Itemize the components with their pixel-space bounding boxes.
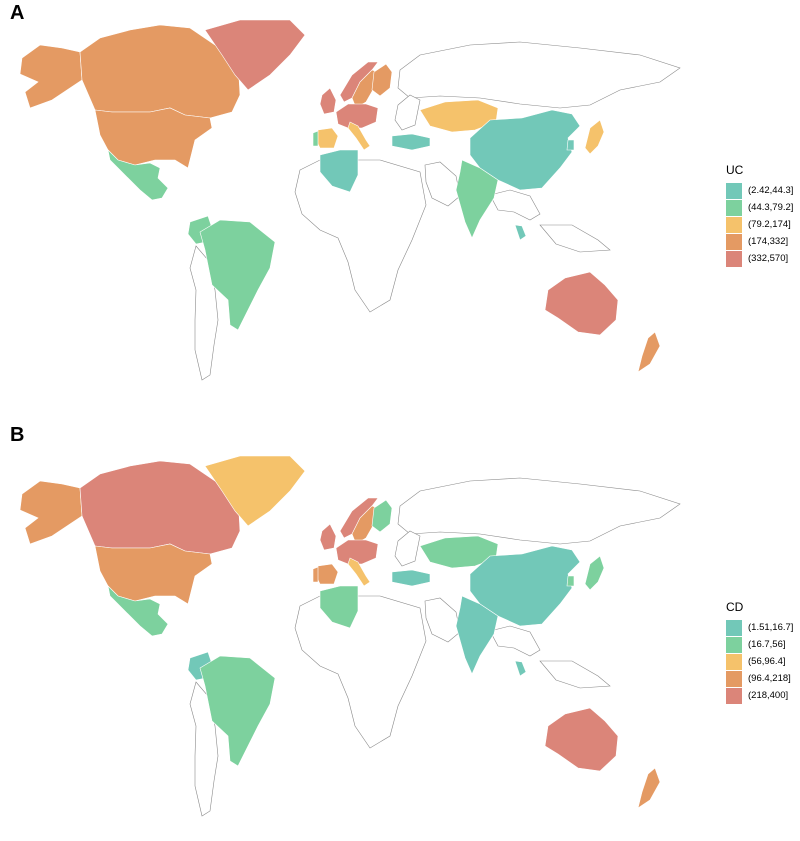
country-india: [455, 159, 499, 239]
country-malaysia: [514, 660, 527, 677]
country-portugal: [312, 566, 319, 583]
country-australia: [544, 271, 619, 336]
country-outline: [394, 530, 421, 567]
country-greenland: [204, 455, 306, 527]
country-south-korea: [566, 575, 575, 587]
country-brazil: [199, 655, 276, 767]
country-alaska: [19, 44, 83, 109]
country-finland: [371, 63, 393, 97]
legend-label: (96.4,218]: [748, 673, 791, 684]
legend-uc: UC (2.42,44.3] (44.3,79.2] (79.2,174] (174,…: [726, 163, 793, 267]
legend-item: (16.7,56]: [726, 636, 793, 653]
legend-swatch: [726, 182, 742, 199]
country-central-europe: [335, 539, 379, 565]
panel-b: B CD (1.51,16.7] (16.7,56] (56,96.4] (96.4,…: [0, 420, 800, 841]
legend-label: (1.51,16.7]: [748, 622, 794, 633]
legend-label: (16.7,56]: [748, 639, 786, 650]
legend-swatch: [726, 653, 742, 670]
country-portugal: [312, 130, 319, 147]
country-united-kingdom: [319, 87, 337, 115]
legend-label: (2.42,44.3]: [748, 185, 794, 196]
country-alaska: [19, 480, 83, 545]
legend-swatch: [726, 199, 742, 216]
legend-label: (44.3,79.2]: [748, 202, 794, 213]
legend-swatch: [726, 670, 742, 687]
country-turkey: [391, 133, 431, 151]
legend-item: (56,96.4]: [726, 653, 793, 670]
country-greenland: [204, 19, 306, 91]
legend-item: (332,570]: [726, 250, 793, 267]
country-outline: [424, 161, 461, 207]
country-algeria: [319, 585, 359, 629]
country-outline: [394, 94, 421, 131]
country-south-korea: [566, 139, 575, 151]
country-outline: [489, 189, 541, 221]
legend-title: UC: [726, 163, 744, 177]
country-finland: [371, 499, 393, 533]
country-central-europe: [335, 103, 379, 129]
country-mexico: [107, 149, 169, 201]
country-mexico: [107, 585, 169, 637]
country-outline: [539, 224, 611, 253]
legend-item: (174,332]: [726, 233, 793, 250]
legend-item: (1.51,16.7]: [726, 619, 793, 636]
legend-item: (218,400]: [726, 687, 793, 704]
country-outline: [294, 595, 427, 749]
legend-label: (332,570]: [748, 253, 789, 264]
country-outline: [539, 660, 611, 689]
country-india: [455, 595, 499, 675]
country-turkey: [391, 569, 431, 587]
country-japan: [584, 119, 605, 155]
legend-swatch: [726, 233, 742, 250]
world-map-cd: [19, 455, 681, 817]
legend-label: (218,400]: [748, 690, 789, 701]
legend-item: (2.42,44.3]: [726, 182, 793, 199]
panel-letter-b: B: [10, 424, 25, 446]
country-spain: [315, 563, 339, 585]
legend-label: (56,96.4]: [748, 656, 786, 667]
country-outline: [424, 597, 461, 643]
country-new-zealand: [637, 331, 661, 373]
legend-swatch: [726, 619, 742, 636]
panel-letter-a: A: [10, 2, 25, 24]
country-spain: [315, 127, 339, 149]
legend-swatch: [726, 636, 742, 653]
country-outline: [294, 159, 427, 313]
country-outline: [397, 41, 681, 109]
legend-label: (79.2,174]: [748, 219, 791, 230]
country-new-zealand: [637, 767, 661, 809]
country-outline: [489, 625, 541, 657]
legend-label: (174,332]: [748, 236, 789, 247]
country-japan: [584, 555, 605, 591]
country-algeria: [319, 149, 359, 193]
country-brazil: [199, 219, 276, 331]
country-malaysia: [514, 224, 527, 241]
legend-item: (79.2,174]: [726, 216, 793, 233]
legend-title: CD: [726, 600, 744, 614]
world-map-uc: [19, 19, 681, 381]
country-outline: [397, 477, 681, 545]
country-australia: [544, 707, 619, 772]
country-italy: [347, 121, 371, 151]
country-united-kingdom: [319, 523, 337, 551]
legend-swatch: [726, 250, 742, 267]
legend-swatch: [726, 216, 742, 233]
legend-cd: CD (1.51,16.7] (16.7,56] (56,96.4] (96.4,21…: [726, 600, 793, 704]
legend-item: (44.3,79.2]: [726, 199, 793, 216]
legend-swatch: [726, 687, 742, 704]
legend-item: (96.4,218]: [726, 670, 793, 687]
panel-a: A UC (2.42,44.3] (44.3,79.2] (79.2,174] (17…: [0, 0, 800, 420]
country-italy: [347, 557, 371, 587]
